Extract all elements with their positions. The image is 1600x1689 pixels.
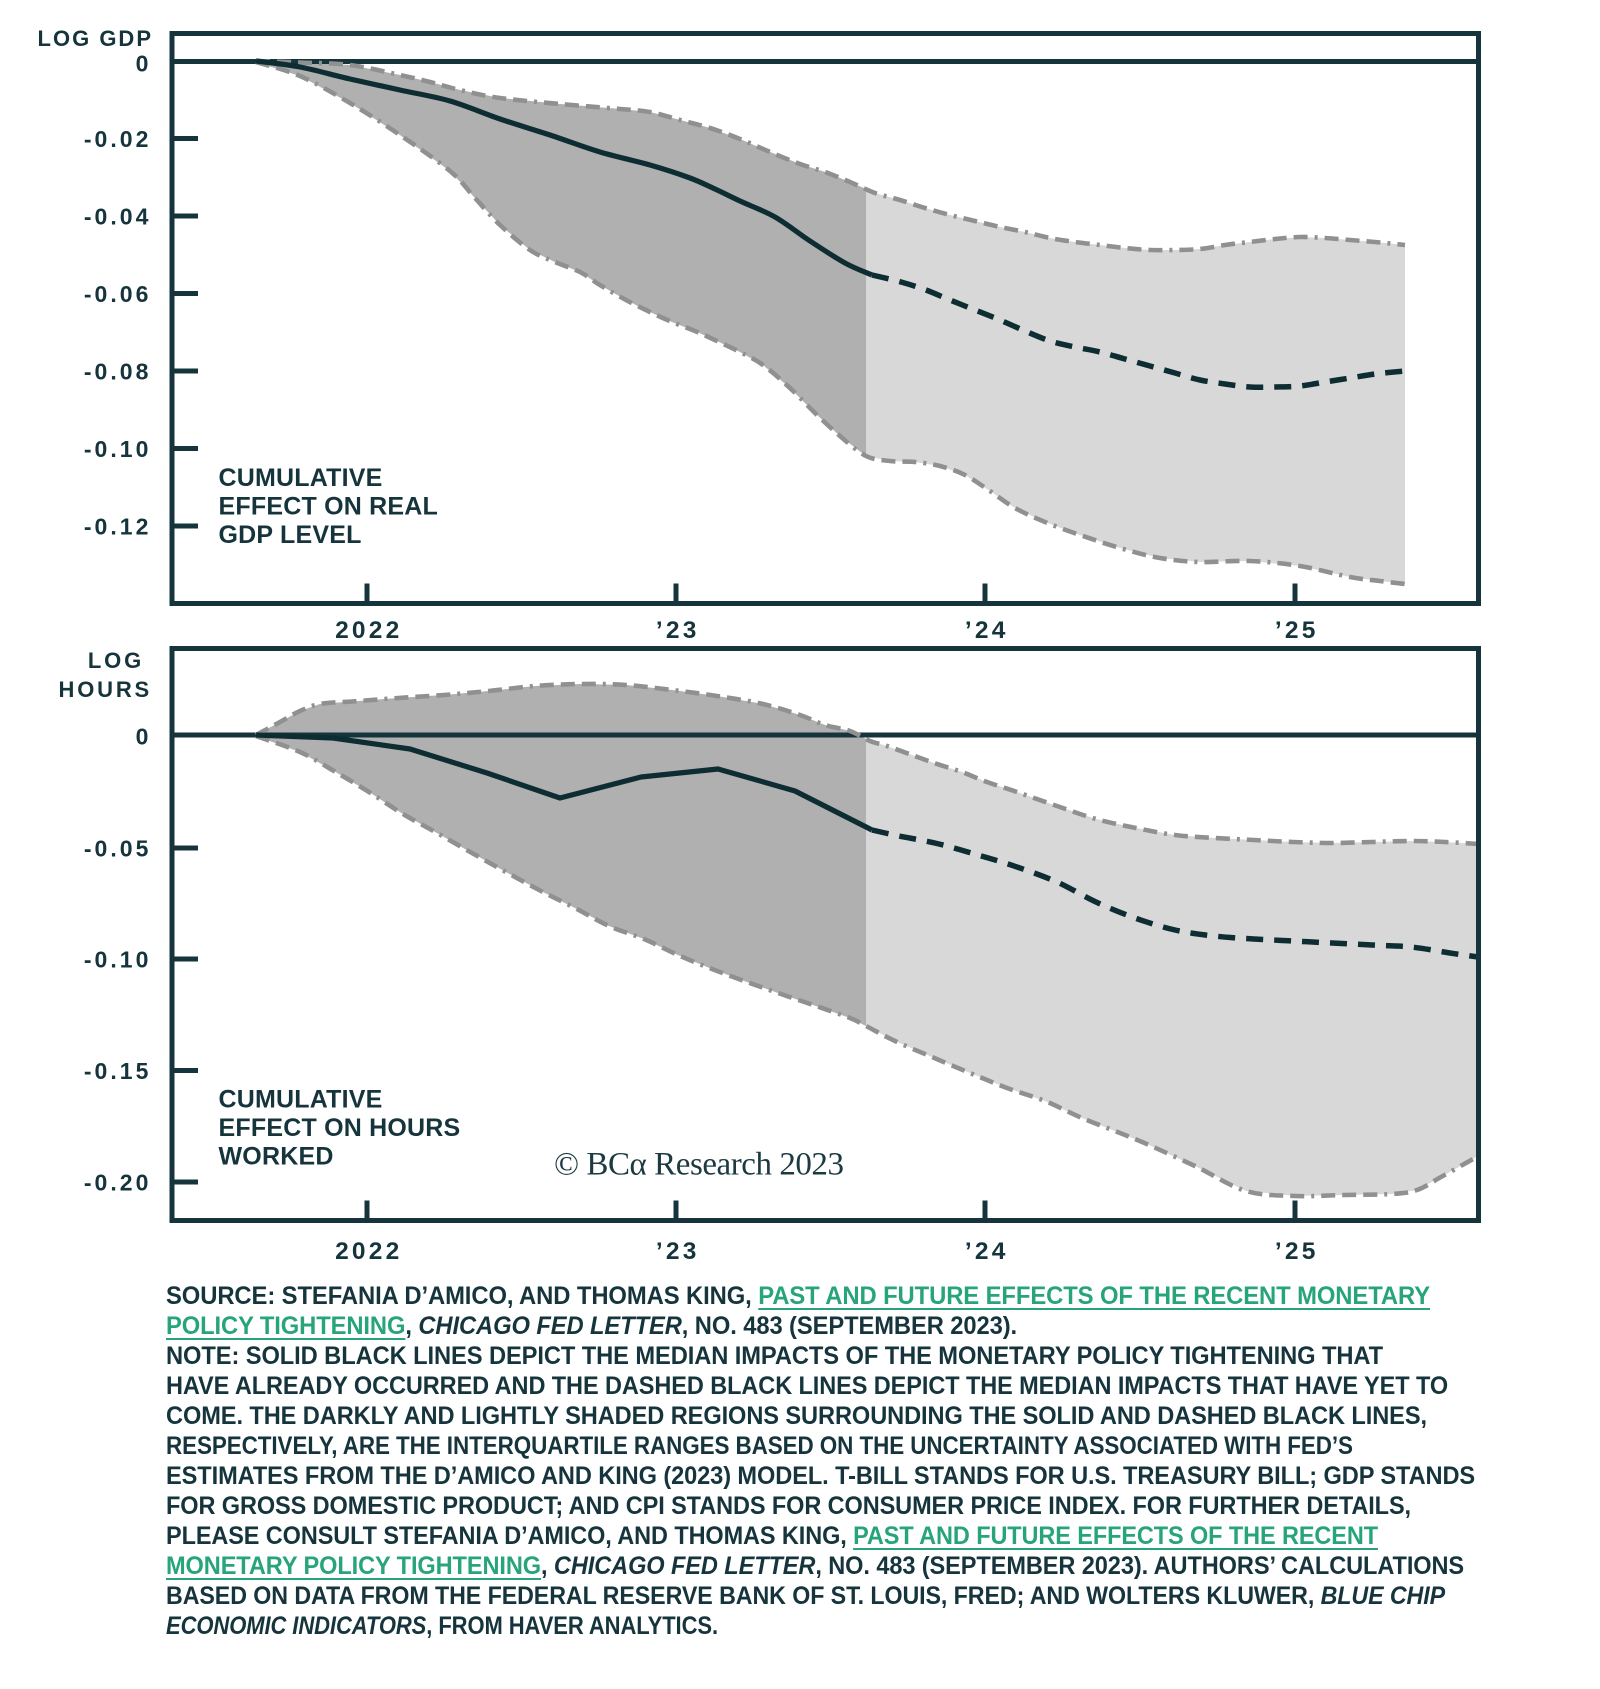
svg-text:CUMULATIVE: CUMULATIVE	[219, 464, 383, 492]
svg-text:-0.20: -0.20	[84, 1170, 152, 1196]
svg-text:-0.12: -0.12	[84, 514, 152, 540]
svg-text:-0.02: -0.02	[84, 126, 152, 152]
svg-text:’25: ’25	[1275, 1238, 1319, 1265]
svg-text:HOURS: HOURS	[59, 677, 152, 702]
svg-text:LOG: LOG	[88, 648, 144, 673]
svg-text:-0.06: -0.06	[84, 281, 152, 307]
svg-text:CUMULATIVE: CUMULATIVE	[219, 1086, 383, 1114]
svg-text:’23: ’23	[656, 617, 700, 644]
svg-text:LOG GDP: LOG GDP	[38, 26, 153, 51]
svg-text:’24: ’24	[965, 1238, 1009, 1265]
svg-text:-0.04: -0.04	[84, 204, 152, 230]
svg-text:2022: 2022	[335, 1238, 402, 1265]
svg-text:0: 0	[136, 724, 152, 750]
svg-text:0: 0	[136, 51, 152, 77]
svg-text:© BCα Research 2023: © BCα Research 2023	[554, 1147, 844, 1183]
svg-text:GDP LEVEL: GDP LEVEL	[219, 521, 362, 549]
svg-text:-0.15: -0.15	[84, 1058, 152, 1084]
svg-text:EFFECT ON HOURS: EFFECT ON HOURS	[219, 1114, 461, 1142]
svg-text:WORKED: WORKED	[219, 1142, 334, 1170]
svg-text:-0.10: -0.10	[84, 947, 152, 973]
svg-text:-0.10: -0.10	[84, 436, 152, 462]
svg-text:’23: ’23	[656, 1238, 700, 1265]
svg-text:’25: ’25	[1275, 617, 1319, 644]
svg-text:2022: 2022	[335, 617, 402, 644]
svg-text:’24: ’24	[965, 617, 1009, 644]
svg-text:-0.08: -0.08	[84, 359, 152, 385]
svg-text:EFFECT ON REAL: EFFECT ON REAL	[219, 492, 438, 520]
svg-text:-0.05: -0.05	[84, 836, 152, 862]
